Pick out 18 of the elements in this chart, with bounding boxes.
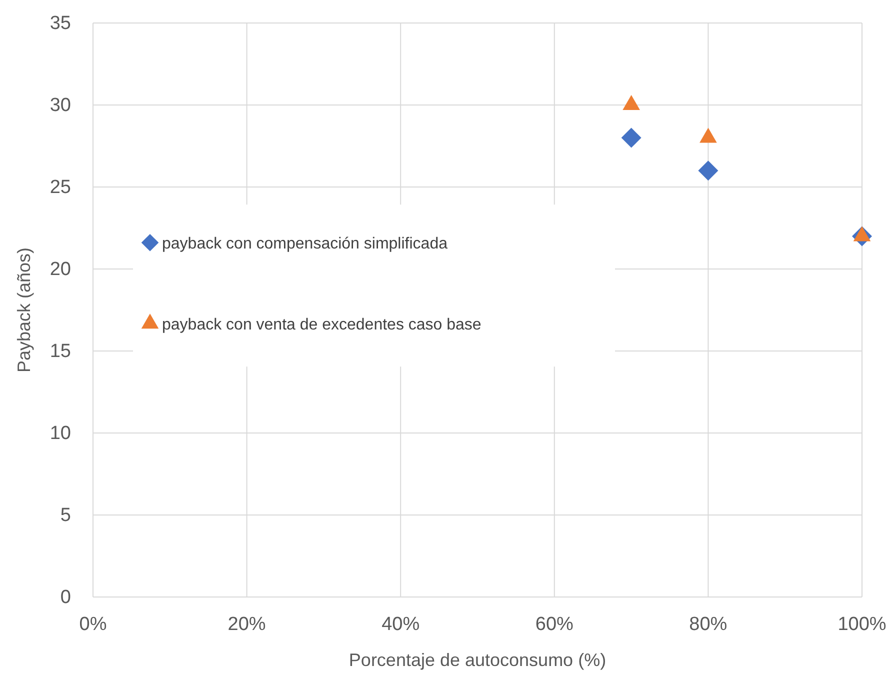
- y-tick-label: 15: [50, 341, 71, 362]
- y-tick-label: 0: [60, 587, 71, 608]
- x-tick-label: 40%: [382, 614, 420, 635]
- legend-label: payback con compensación simplificada: [162, 236, 448, 253]
- x-tick-label: 20%: [228, 614, 266, 635]
- y-tick-label: 20: [50, 259, 71, 280]
- x-tick-label: 100%: [838, 614, 886, 635]
- y-tick-label: 25: [50, 177, 71, 198]
- x-tick-label: 60%: [535, 614, 574, 635]
- legend-label: payback con venta de excedentes caso base: [162, 316, 482, 334]
- y-tick-label: 5: [60, 505, 71, 526]
- x-axis-title: Porcentaje de autoconsumo (%): [348, 650, 606, 670]
- y-tick-label: 35: [50, 13, 71, 34]
- x-tick-label: 0%: [79, 614, 107, 635]
- x-tick-label: 80%: [689, 614, 728, 635]
- y-tick-label: 10: [50, 423, 71, 444]
- y-tick-label: 30: [50, 95, 71, 116]
- y-axis-title: Payback (años): [14, 247, 34, 373]
